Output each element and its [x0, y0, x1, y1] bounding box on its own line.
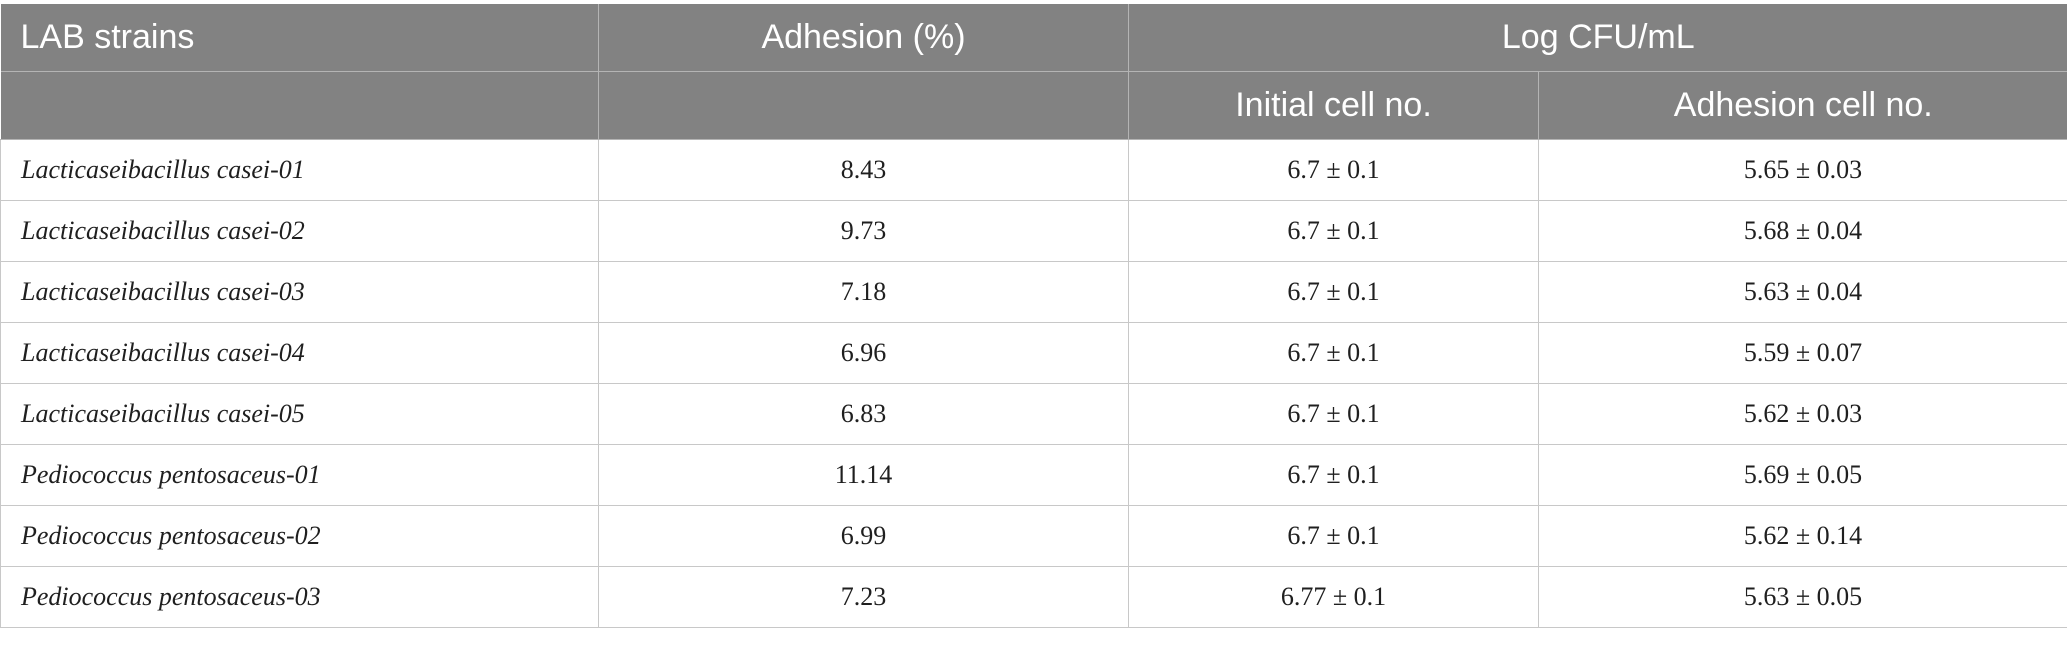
cell-initial-cell-no: 6.7 ± 0.1 [1128, 139, 1539, 201]
header-log-cfu: Log CFU/mL [1128, 4, 2067, 72]
cell-strain: Pediococcus pentosaceus-01 [0, 444, 599, 506]
cell-adhesion-percent: 7.18 [598, 261, 1129, 323]
cell-adhesion-percent: 6.99 [598, 505, 1129, 567]
header-row-1: LAB strains Adhesion (%) Log CFU/mL [0, 4, 2067, 72]
header-row-2: Initial cell no. Adhesion cell no. [0, 71, 2067, 140]
table-row: Lacticaseibacillus casei-01 8.43 6.7 ± 0… [0, 139, 2067, 201]
header-lab-strains: LAB strains [0, 4, 599, 72]
cell-adhesion-percent: 6.83 [598, 383, 1129, 445]
cell-strain: Lacticaseibacillus casei-04 [0, 322, 599, 384]
cell-initial-cell-no: 6.7 ± 0.1 [1128, 505, 1539, 567]
cell-adhesion-percent: 6.96 [598, 322, 1129, 384]
cell-adhesion-percent: 11.14 [598, 444, 1129, 506]
table-row: Pediococcus pentosaceus-02 6.99 6.7 ± 0.… [0, 505, 2067, 567]
table-header: LAB strains Adhesion (%) Log CFU/mL Init… [0, 4, 2067, 140]
cell-adhesion-percent: 7.23 [598, 566, 1129, 628]
table-row: Lacticaseibacillus casei-02 9.73 6.7 ± 0… [0, 200, 2067, 262]
cell-strain: Pediococcus pentosaceus-02 [0, 505, 599, 567]
cell-strain: Pediococcus pentosaceus-03 [0, 566, 599, 628]
cell-initial-cell-no: 6.7 ± 0.1 [1128, 261, 1539, 323]
table-row: Lacticaseibacillus casei-03 7.18 6.7 ± 0… [0, 261, 2067, 323]
cell-adhesion-cell-no: 5.63 ± 0.04 [1538, 261, 2067, 323]
cell-initial-cell-no: 6.77 ± 0.1 [1128, 566, 1539, 628]
table-row: Lacticaseibacillus casei-05 6.83 6.7 ± 0… [0, 383, 2067, 445]
lab-strains-table: LAB strains Adhesion (%) Log CFU/mL Init… [0, 4, 2067, 628]
header-adhesion-percent: Adhesion (%) [598, 4, 1129, 72]
cell-adhesion-cell-no: 5.62 ± 0.03 [1538, 383, 2067, 445]
cell-strain: Lacticaseibacillus casei-05 [0, 383, 599, 445]
cell-strain: Lacticaseibacillus casei-02 [0, 200, 599, 262]
cell-strain: Lacticaseibacillus casei-01 [0, 139, 599, 201]
table-row: Lacticaseibacillus casei-04 6.96 6.7 ± 0… [0, 322, 2067, 384]
cell-adhesion-cell-no: 5.59 ± 0.07 [1538, 322, 2067, 384]
header-initial-cell-no: Initial cell no. [1128, 71, 1539, 140]
data-table-container: LAB strains Adhesion (%) Log CFU/mL Init… [0, 4, 2067, 628]
header-adhesion-cell-no: Adhesion cell no. [1538, 71, 2067, 140]
cell-initial-cell-no: 6.7 ± 0.1 [1128, 200, 1539, 262]
table-row: Pediococcus pentosaceus-03 7.23 6.77 ± 0… [0, 566, 2067, 628]
cell-adhesion-percent: 8.43 [598, 139, 1129, 201]
cell-adhesion-cell-no: 5.68 ± 0.04 [1538, 200, 2067, 262]
table-row: Pediococcus pentosaceus-01 11.14 6.7 ± 0… [0, 444, 2067, 506]
cell-adhesion-cell-no: 5.62 ± 0.14 [1538, 505, 2067, 567]
cell-initial-cell-no: 6.7 ± 0.1 [1128, 383, 1539, 445]
cell-initial-cell-no: 6.7 ± 0.1 [1128, 444, 1539, 506]
cell-initial-cell-no: 6.7 ± 0.1 [1128, 322, 1539, 384]
cell-adhesion-cell-no: 5.63 ± 0.05 [1538, 566, 2067, 628]
cell-adhesion-cell-no: 5.69 ± 0.05 [1538, 444, 2067, 506]
cell-adhesion-cell-no: 5.65 ± 0.03 [1538, 139, 2067, 201]
cell-strain: Lacticaseibacillus casei-03 [0, 261, 599, 323]
cell-adhesion-percent: 9.73 [598, 200, 1129, 262]
table-body: Lacticaseibacillus casei-01 8.43 6.7 ± 0… [0, 139, 2067, 628]
header-empty-adhesion [598, 71, 1129, 140]
header-empty-strain [0, 71, 599, 140]
